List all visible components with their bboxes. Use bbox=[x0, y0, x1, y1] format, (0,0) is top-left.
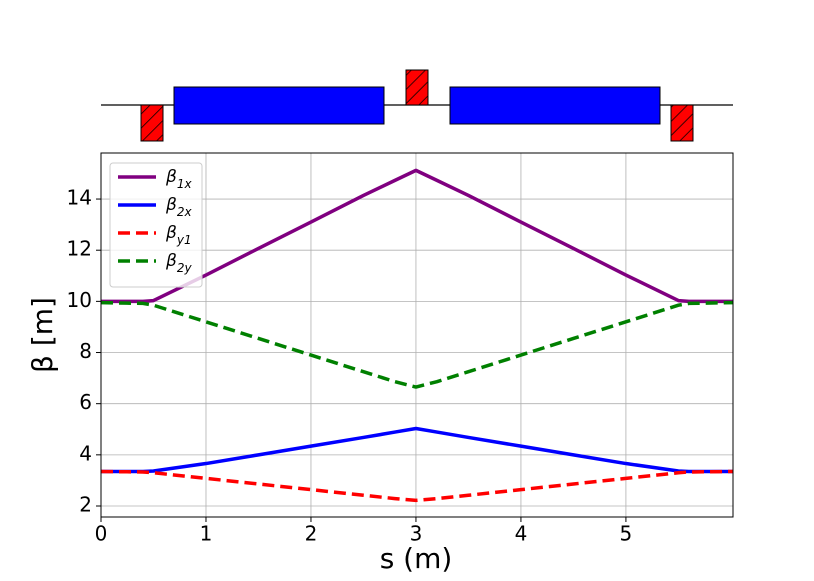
y-tick-label: 2 bbox=[79, 493, 92, 517]
y-tick-label: 4 bbox=[79, 441, 92, 465]
y-tick-label: 8 bbox=[79, 339, 92, 363]
legend-label: β1x bbox=[165, 167, 192, 191]
x-tick-label: 4 bbox=[515, 522, 528, 546]
legend: β1x β2x βy1 β2y bbox=[109, 162, 203, 288]
x-tick-label: 0 bbox=[95, 522, 108, 546]
y-tick-label: 14 bbox=[67, 186, 92, 210]
x-tick-label: 2 bbox=[305, 522, 318, 546]
quadrupole bbox=[140, 104, 164, 142]
legend-label: β2y bbox=[165, 251, 192, 275]
legend-label: βy1 bbox=[165, 223, 192, 247]
y-axis-label: β [m] bbox=[26, 297, 59, 373]
grid bbox=[100, 153, 733, 517]
dipole bbox=[449, 86, 661, 125]
y-tick-label: 6 bbox=[79, 390, 92, 414]
y-tick-label: 10 bbox=[67, 288, 92, 312]
quadrupole bbox=[670, 104, 694, 142]
plot-frame bbox=[100, 152, 734, 518]
x-axis-label: s (m) bbox=[380, 542, 453, 575]
lattice-diagram bbox=[101, 69, 733, 142]
quadrupole bbox=[405, 69, 429, 106]
legend-label: β2x bbox=[165, 195, 192, 219]
x-tick-label: 5 bbox=[620, 522, 633, 546]
x-tick-label: 3 bbox=[410, 522, 423, 546]
series-line bbox=[101, 426, 733, 474]
legend-box bbox=[109, 162, 203, 288]
x-tick-label: 1 bbox=[200, 522, 213, 546]
series-line bbox=[100, 469, 734, 503]
dipole bbox=[173, 86, 385, 125]
y-tick-label: 12 bbox=[67, 237, 92, 261]
series-line bbox=[100, 300, 734, 389]
